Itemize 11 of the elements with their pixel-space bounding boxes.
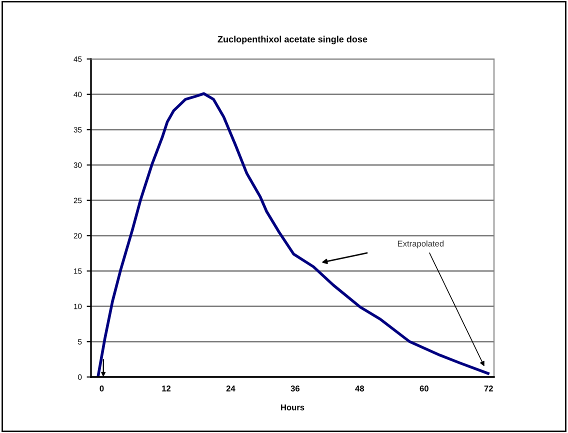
x-tick-label: 72 [484,386,493,392]
line-series [96,92,490,377]
x-tick-label: 24 [226,386,236,392]
x-tick-label: 36 [290,386,300,392]
annotation: Extrapolated [398,240,444,248]
x-tick-label: 0 [100,386,104,392]
chart-title: Zuclopenthixol acetate single dose [218,36,368,44]
x-tick-label: 48 [355,386,364,392]
x-tick-label: 12 [162,386,171,392]
x-tick-label: 60 [420,386,428,392]
x-axis-title: Hours [281,404,304,410]
